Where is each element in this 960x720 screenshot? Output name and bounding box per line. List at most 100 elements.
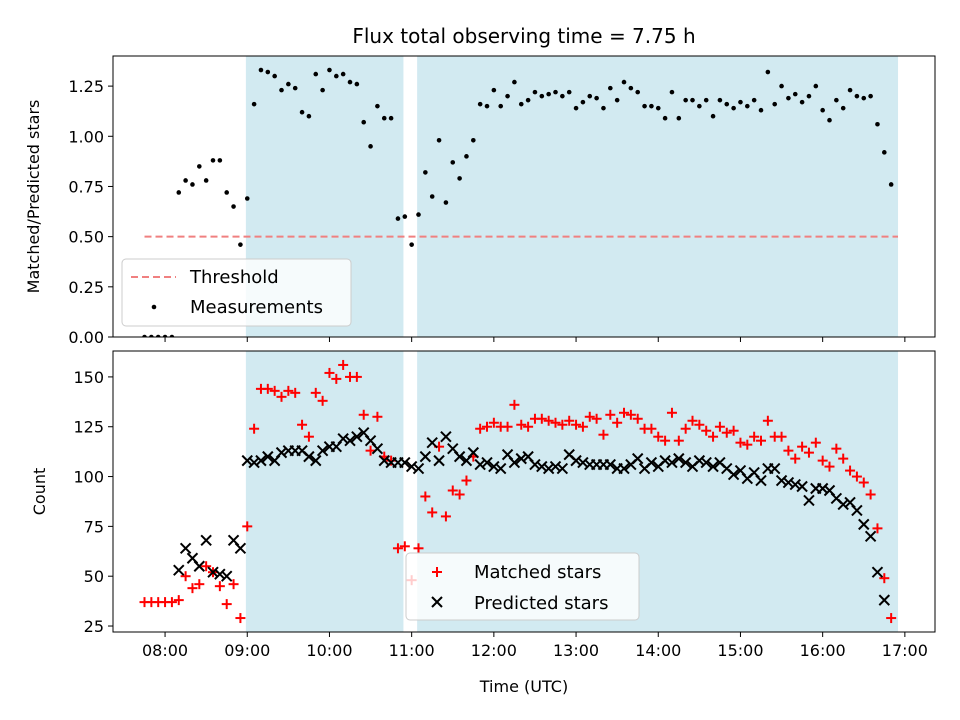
matched-star-point	[598, 429, 609, 440]
matched-star-point	[879, 573, 890, 584]
matched-star-point	[605, 409, 616, 420]
bottom-plot-area	[139, 359, 897, 624]
predicted-star-point	[570, 454, 582, 467]
measurement-point	[792, 91, 798, 97]
measurement-point	[327, 67, 332, 73]
matched-star-point	[865, 489, 876, 500]
predicted-x-b	[296, 444, 308, 457]
legend-measurements-swatch	[151, 304, 157, 310]
measurement-point	[203, 178, 209, 183]
matched-star-point	[249, 423, 260, 434]
matched-star-point	[701, 425, 712, 436]
matched-star-point	[358, 409, 369, 420]
measurement-point	[731, 105, 736, 111]
predicted-x-b	[748, 466, 760, 479]
matched-star-point	[180, 571, 191, 582]
measurement-point	[409, 242, 414, 247]
matched-star-point	[564, 415, 575, 426]
top-legend: Threshold Measurements	[121, 258, 352, 327]
matched-star-point	[392, 543, 403, 554]
predicted-star-point	[508, 456, 521, 469]
measurement-point	[868, 93, 873, 99]
matched-star-point	[242, 521, 253, 532]
measurement-point	[560, 93, 565, 99]
matched-star-point	[447, 485, 458, 496]
matched-star-point	[475, 423, 486, 434]
bottom-ytick-label: 25	[84, 617, 104, 636]
matched-star-point	[269, 385, 280, 396]
predicted-x-b	[823, 484, 836, 497]
predicted-x-b	[358, 427, 370, 439]
measurement-point	[354, 81, 360, 87]
measurement-point	[649, 103, 654, 109]
measurement-point	[847, 87, 853, 93]
measurement-point	[655, 105, 661, 111]
matched-star-point	[310, 387, 321, 398]
measurement-point	[169, 334, 175, 337]
predicted-x-b	[714, 456, 726, 469]
measurement-point	[388, 115, 394, 121]
predicted-x-b	[433, 454, 445, 467]
measurement-point	[423, 170, 428, 175]
measurement-point	[512, 79, 517, 85]
bottom-xtick-label: 17:00	[882, 641, 928, 660]
predicted-star-point	[556, 462, 569, 475]
measurement-point	[368, 144, 373, 149]
measurement-point	[710, 113, 716, 119]
measurement-point	[799, 99, 805, 105]
matched-star-point	[276, 391, 287, 402]
measurement-point	[690, 97, 695, 103]
predicted-star-point	[577, 456, 589, 469]
measurement-point	[772, 101, 778, 107]
matched-star-point	[714, 421, 725, 432]
predicted-x-b	[179, 542, 192, 555]
matched-star-point	[790, 453, 801, 464]
legend-threshold-label: Threshold	[189, 267, 279, 288]
matched-star-point	[543, 415, 554, 426]
predicted-x-b	[727, 468, 740, 481]
predicted-x-b	[419, 450, 432, 463]
bottom-xtick-label: 16:00	[800, 641, 846, 660]
predicted-x-b	[316, 444, 329, 457]
predicted-star-point	[618, 462, 630, 475]
measurement-point	[827, 117, 832, 123]
predicted-x-b	[337, 432, 349, 445]
predicted-star-point	[179, 542, 192, 555]
predicted-x-b	[467, 446, 480, 459]
predicted-x-b	[371, 442, 384, 455]
measurement-point	[669, 89, 675, 95]
matched-star-point	[762, 415, 773, 426]
legend-matched-label: Matched stars	[474, 562, 601, 583]
matched-star-point	[673, 435, 684, 446]
predicted-x-b	[542, 462, 555, 475]
measurement-point	[176, 190, 182, 195]
predicted-x-b	[501, 448, 514, 461]
measurement-point	[471, 138, 476, 143]
predicted-x-b	[248, 456, 260, 469]
bottom-ytick-label: 125	[73, 418, 104, 437]
predicted-star-point	[412, 462, 425, 475]
predicted-x-b	[632, 452, 644, 465]
measurement-point	[313, 71, 319, 77]
matched-star-point	[297, 419, 308, 430]
measurement-point	[306, 113, 312, 119]
predicted-star-point	[529, 458, 541, 471]
matched-star-point	[324, 367, 335, 378]
predicted-star-point	[405, 460, 418, 473]
chart-title: Flux total observing time = 7.75 h	[352, 24, 695, 48]
measurement-point	[361, 119, 367, 125]
bottom-xtick-label: 08:00	[142, 641, 188, 660]
bottom-xtick-label: 15:00	[717, 641, 763, 660]
measurement-point	[279, 87, 284, 93]
predicted-star-point	[214, 568, 226, 580]
measurement-point	[525, 97, 531, 103]
measurement-point	[834, 97, 839, 103]
matched-star-point	[331, 373, 342, 384]
predicted-star-point	[515, 452, 527, 465]
top-shaded-region-1	[417, 56, 899, 337]
predicted-x-b	[577, 456, 589, 469]
predicted-star-point	[241, 454, 253, 467]
legend-measurements-label: Measurements	[190, 297, 323, 318]
measurement-point	[683, 97, 688, 103]
bottom-ytick-label: 100	[73, 468, 104, 487]
